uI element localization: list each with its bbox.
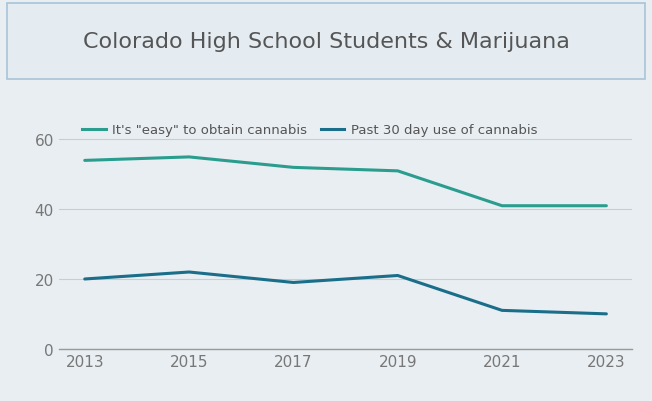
Legend: It's "easy" to obtain cannabis, Past 30 day use of cannabis: It's "easy" to obtain cannabis, Past 30 …	[77, 119, 542, 142]
Text: Colorado High School Students & Marijuana: Colorado High School Students & Marijuan…	[83, 32, 569, 52]
